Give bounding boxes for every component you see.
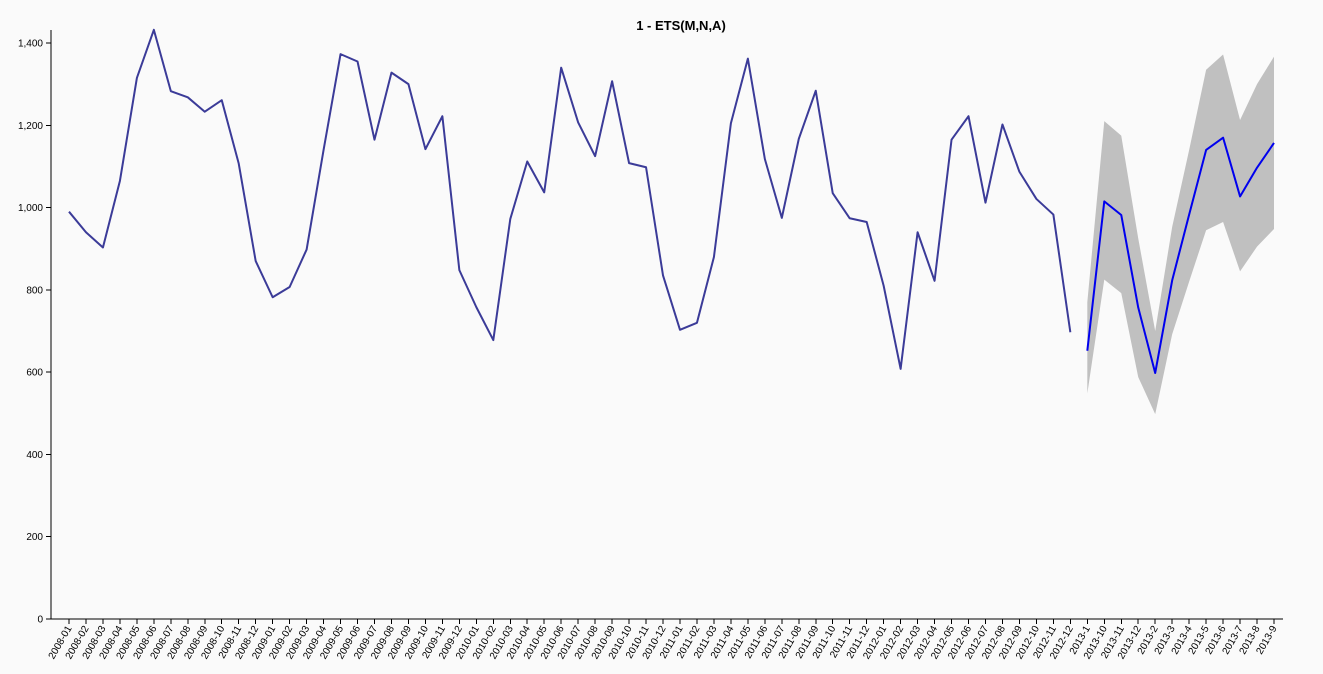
- series-layer: [68, 28, 1275, 374]
- chart-title: 1 - ETS(M,N,A): [636, 18, 726, 33]
- y-tick-label: 400: [26, 450, 43, 461]
- y-tick-label: 800: [26, 285, 43, 296]
- prediction-interval-layer: [1087, 54, 1274, 415]
- forecast-series-line: [1086, 136, 1275, 374]
- history-series-line: [68, 28, 1072, 370]
- y-tick-label: 1,000: [18, 203, 43, 214]
- prediction-interval-band: [1087, 54, 1274, 415]
- y-tick-label: 1,200: [18, 121, 43, 132]
- y-tick-label: 200: [26, 532, 43, 543]
- y-tick-label: 1,400: [18, 39, 43, 50]
- y-axis: 0 200 400 600 800 1,000 1,200 1,400: [18, 30, 52, 626]
- x-axis: 2008-012008-022008-032008-042008-052008-…: [47, 618, 1283, 661]
- y-tick-label: 0: [37, 615, 43, 626]
- y-tick-label: 600: [26, 368, 43, 379]
